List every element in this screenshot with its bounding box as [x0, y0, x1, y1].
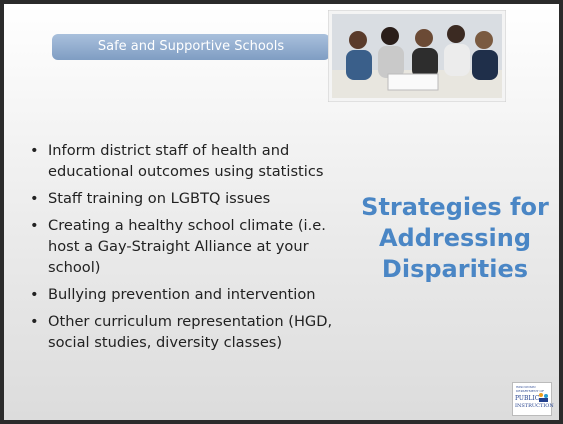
bullet-item: Other curriculum representation (HGD, so… — [28, 311, 348, 353]
logo: WISCONSIN DEPARTMENT OF PUBLIC INSTRUCTI… — [512, 382, 552, 416]
bullet-item: Staff training on LGBTQ issues — [28, 188, 348, 209]
bullet-item: Creating a healthy school climate (i.e. … — [28, 215, 348, 278]
logo-icon — [538, 392, 549, 403]
bullet-item: Inform district staff of health and educ… — [28, 140, 348, 182]
slide-heading: Strategies for Addressing Disparities — [360, 192, 550, 285]
bullet-list: Inform district staff of health and educ… — [28, 140, 348, 359]
bullet-item: Bullying prevention and intervention — [28, 284, 348, 305]
slide: Safe and Supportive Schools Inform distr… — [0, 0, 563, 424]
header-bar: Safe and Supportive Schools — [52, 34, 330, 60]
logo-text: PUBLIC — [515, 395, 539, 402]
logo-text: INSTRUCTION — [515, 403, 554, 410]
photo — [328, 10, 506, 102]
